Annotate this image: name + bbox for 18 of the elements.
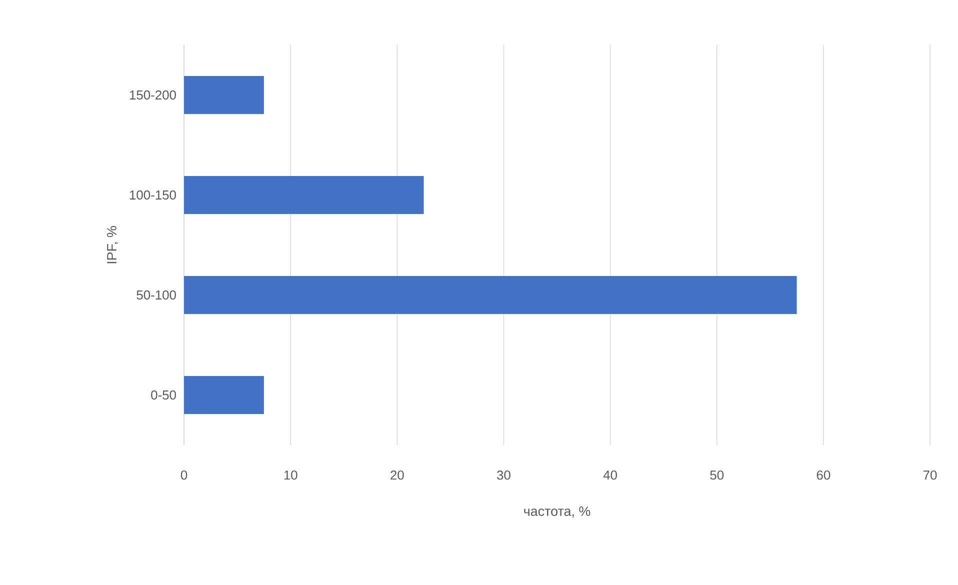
x-axis-title: частота, % <box>524 506 590 518</box>
x-tick-label: 10 <box>284 470 298 480</box>
x-tick-label: 40 <box>603 470 617 480</box>
y-tick-label: 100-150 <box>130 190 176 200</box>
bar <box>184 176 424 214</box>
x-tick-label: 0 <box>180 470 188 480</box>
y-axis-title: IPF, % <box>107 226 118 264</box>
bar <box>184 276 797 314</box>
x-tick-label: 70 <box>923 470 937 480</box>
y-tick-label: 0-50 <box>151 390 176 400</box>
x-tick-label: 30 <box>497 470 510 480</box>
bar <box>184 76 264 114</box>
y-tick-label: 50-100 <box>136 290 176 300</box>
bar <box>184 376 264 414</box>
y-tick-label: 150-200 <box>130 90 176 100</box>
x-tick-label: 20 <box>390 470 404 480</box>
x-tick-label: 60 <box>816 470 830 480</box>
x-tick-label: 50 <box>710 470 724 480</box>
